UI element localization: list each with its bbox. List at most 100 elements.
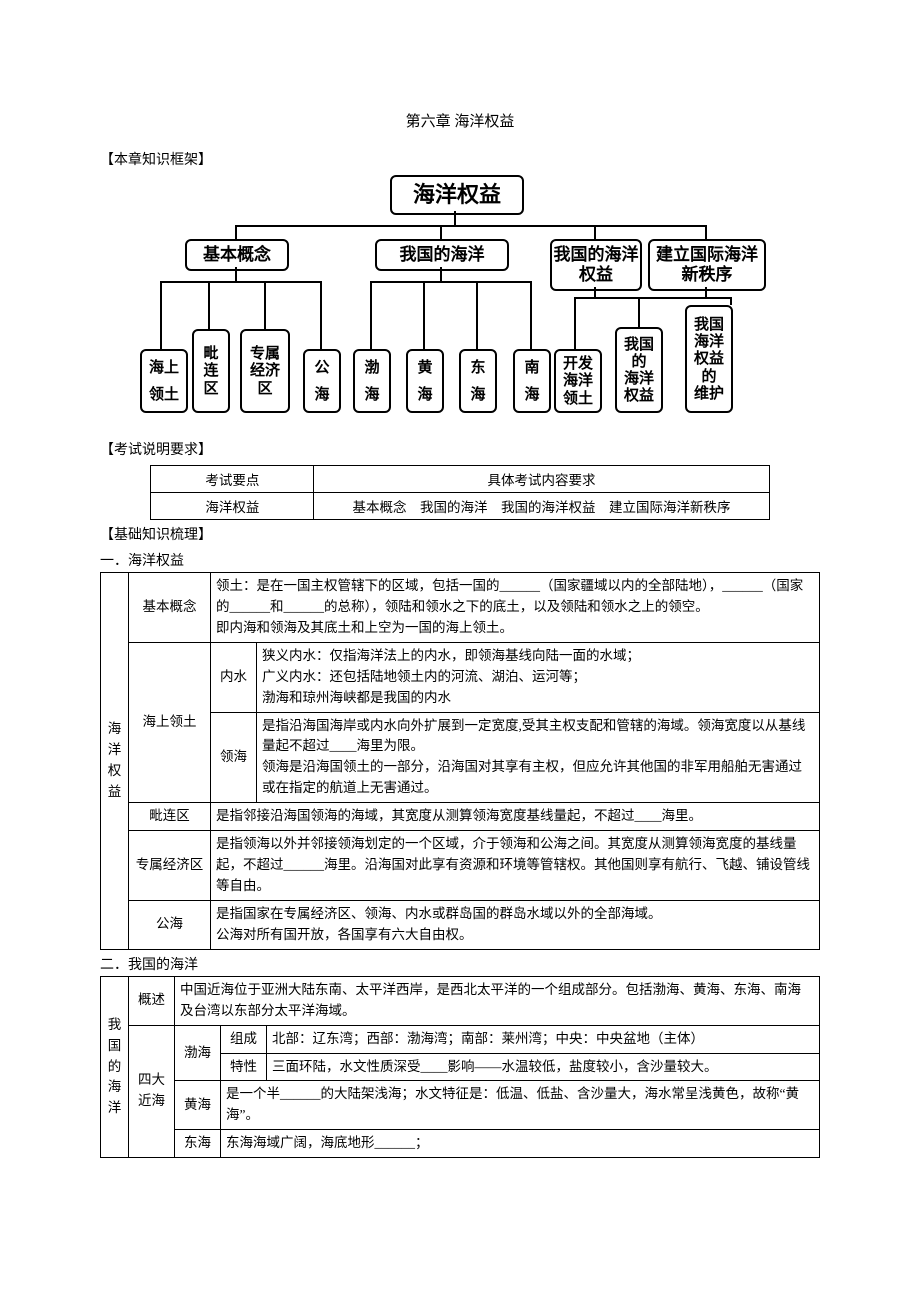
t2-r1-text: 中国近海位于亚洲大陆东南、太平洋西岸，是西北太平洋的一个组成部分。包括渤海、黄海…: [175, 976, 820, 1025]
fc-line: [320, 281, 322, 349]
exam-h1: 考试要点: [151, 466, 314, 493]
t1-r5-label: 公海: [129, 900, 211, 949]
fc-leaf-text: 领土: [149, 386, 179, 403]
exam-h2: 具体考试内容要求: [314, 466, 769, 493]
fc-line: [594, 287, 596, 297]
fc-leaf-b1: 黄 海: [406, 349, 444, 413]
fc-leaf-c2: 我国 海洋 权益 的 维护: [685, 305, 733, 413]
t2-r2-label: 四大近海: [129, 1025, 175, 1158]
sub2: 二．我国的海洋: [100, 954, 820, 974]
t1-r3-label: 毗连区: [129, 803, 211, 831]
fc-line: [160, 281, 320, 283]
table-ocean-rights: 海洋权益 基本概念 领土：是在一国主权管辖下的区域，包括一国的______（国家…: [100, 572, 820, 950]
t2-bohai-b: 特性: [221, 1053, 267, 1081]
t1-r2a-text: 狭义内水：仅指海洋法上的内水，即领海基线向陆一面的水域； 广义内水：还包括陆地领…: [257, 642, 820, 712]
exam-r1c2: 基本概念 我国的海洋 我国的海洋权益 建立国际海洋新秩序: [314, 493, 769, 520]
t2-dong-text: 东海海域广阔，海底地形______；: [221, 1130, 820, 1158]
fc-root: 海洋权益: [390, 175, 524, 215]
fc-leaf-text: 权益: [694, 350, 724, 367]
fc-leaf-text: 黄: [417, 359, 432, 376]
t2-bohai: 渤海: [175, 1025, 221, 1081]
fc-leaf-text: 东: [470, 359, 485, 376]
fc-leaf-text: 海: [364, 386, 379, 403]
fc-leaf-text: 经济: [250, 362, 280, 379]
fc-line: [370, 281, 372, 349]
fc-line: [264, 281, 266, 329]
t1-r2b-text: 是指沿海国海岸或内水向外扩展到一定宽度,受其主权支配和管辖的海域。领海宽度以从基…: [257, 712, 820, 803]
fc-line: [530, 281, 532, 349]
fc-leaf-c0: 开发 海洋 领土: [554, 349, 602, 413]
fc-leaf-text: 海上: [149, 359, 179, 376]
fc-leaf-b2: 东 海: [459, 349, 497, 413]
t1-r2b-sub: 领海: [211, 712, 257, 803]
fc-l2-ourocean: 我国的海洋: [375, 239, 509, 271]
t1-r2a-sub: 内水: [211, 642, 257, 712]
fc-leaf-text: 区: [203, 380, 218, 397]
fc-leaf-text: 区: [257, 380, 272, 397]
framework-heading: 【本章知识框架】: [100, 149, 820, 169]
fc-line: [235, 225, 237, 239]
fc-leaf-text: 我国: [624, 336, 654, 353]
t2-side: 我国的海洋: [101, 976, 129, 1157]
fc-line: [705, 287, 707, 299]
t1-r4-text: 是指领海以外并邻接领海划定的一个区域，介于领海和公海之间。其宽度从测算领海宽度的…: [211, 831, 820, 901]
fc-line: [370, 281, 530, 283]
fc-leaf-text: 权益: [624, 387, 654, 404]
fc-leaf-text: 公: [314, 359, 329, 376]
fc-line: [454, 211, 456, 225]
t1-r5-text: 是指国家在专属经济区、领海、内水或群岛国的群岛水域以外的全部海域。 公海对所有国…: [211, 900, 820, 949]
fc-leaf-text: 连: [203, 362, 218, 379]
t2-bohai-a: 组成: [221, 1025, 267, 1053]
fc-line: [160, 281, 162, 349]
t1-side: 海洋权益: [101, 573, 129, 950]
fc-line: [730, 297, 732, 305]
knowledge-flowchart: 海洋权益 基本概念 我国的海洋 我国的海洋权益 建立国际海洋新秩序: [140, 175, 780, 435]
fc-l2-rights: 我国的海洋权益: [550, 239, 642, 291]
fc-leaf-b0: 渤 海: [353, 349, 391, 413]
fc-line: [594, 225, 596, 239]
t1-r2-label: 海上领土: [129, 642, 211, 802]
basics-heading: 【基础知识梳理】: [100, 524, 820, 544]
t1-r1-text: 领土：是在一国主权管辖下的区域，包括一国的______（国家疆域以内的全部陆地）…: [211, 573, 820, 643]
t2-bohai-b-text: 三面环陆，水文性质深受____影响——水温较低，盐度较小，含沙量较大。: [267, 1053, 820, 1081]
fc-l2-intl: 建立国际海洋新秩序: [648, 239, 766, 291]
sub1: 一．海洋权益: [100, 550, 820, 570]
fc-leaf-text: 的: [701, 368, 716, 385]
fc-line: [638, 297, 640, 327]
fc-leaf-text: 维护: [694, 385, 724, 402]
fc-leaf-text: 毗: [203, 345, 218, 362]
fc-leaf-text: 海: [524, 386, 539, 403]
fc-line: [440, 225, 442, 239]
t2-huang: 黄海: [175, 1081, 221, 1130]
fc-leaf-text: 开发: [563, 355, 593, 372]
t1-r4-label: 专属经济区: [129, 831, 211, 901]
fc-line: [208, 281, 210, 329]
exam-table: 考试要点 具体考试内容要求 海洋权益 基本概念 我国的海洋 我国的海洋权益 建立…: [150, 465, 769, 520]
t1-r3-text: 是指邻接沿海国领海的海域，其宽度从测算领海宽度基线量起，不超过____海里。: [211, 803, 820, 831]
fc-leaf-a0: 海上 领土: [140, 349, 188, 413]
fc-leaf-c1: 我国 的 海洋 权益: [615, 327, 663, 413]
fc-leaf-text: 海: [314, 386, 329, 403]
fc-leaf-text: 的: [631, 353, 646, 370]
fc-leaf-text: 海洋: [624, 370, 654, 387]
fc-leaf-text: 渤: [364, 359, 379, 376]
fc-leaf-text: 海: [470, 386, 485, 403]
fc-line: [574, 297, 576, 349]
chapter-title: 第六章 海洋权益: [100, 110, 820, 131]
fc-line: [476, 281, 478, 349]
t2-bohai-a-text: 北部：辽东湾；西部：渤海湾；南部：莱州湾；中央：中央盆地（主体）: [267, 1025, 820, 1053]
fc-line: [423, 281, 425, 349]
fc-leaf-b3: 南 海: [513, 349, 551, 413]
fc-leaf-text: 南: [524, 359, 539, 376]
exam-heading: 【考试说明要求】: [100, 439, 820, 459]
t2-r1-label: 概述: [129, 976, 175, 1025]
fc-leaf-text: 我国: [694, 316, 724, 333]
fc-leaf-text: 海: [417, 386, 432, 403]
table-our-ocean: 我国的海洋 概述 中国近海位于亚洲大陆东南、太平洋西岸，是西北太平洋的一个组成部…: [100, 976, 820, 1158]
fc-leaf-text: 海洋: [563, 372, 593, 389]
fc-leaf-text: 专属: [250, 345, 280, 362]
exam-r1c1: 海洋权益: [151, 493, 314, 520]
t1-r1-label: 基本概念: [129, 573, 211, 643]
fc-leaf-text: 领土: [563, 390, 593, 407]
fc-l2-basic: 基本概念: [185, 239, 289, 271]
